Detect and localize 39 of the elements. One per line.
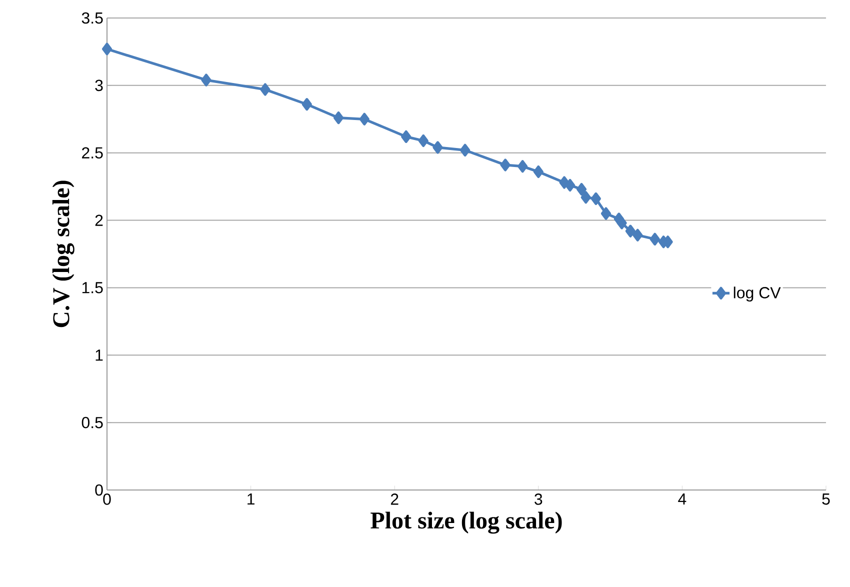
y-tick-label: 2 [95, 214, 103, 226]
point [564, 178, 576, 192]
point [460, 144, 470, 156]
point [632, 228, 643, 242]
point [500, 158, 510, 172]
point [600, 207, 612, 220]
point [625, 224, 636, 238]
x-tick-label: 1 [248, 494, 254, 505]
point [580, 191, 591, 204]
point [518, 160, 528, 173]
x-tick-label: 5 [822, 494, 830, 505]
point [260, 83, 270, 96]
x-tick-label: 0 [103, 494, 111, 505]
y-tick-label: 3 [95, 80, 103, 92]
point [201, 74, 212, 86]
legend-label: log CV [734, 286, 781, 302]
x-tick-label: 4 [678, 494, 686, 505]
point [590, 192, 601, 206]
point [401, 130, 412, 143]
point [616, 216, 627, 230]
point [359, 112, 370, 126]
y-tick-label: 1.5 [82, 282, 103, 294]
y-tick-label: 1 [96, 350, 103, 361]
point [418, 134, 428, 148]
y-tick-label: 0 [95, 484, 103, 496]
x-axis-title: Plot size (log scale) [370, 512, 562, 534]
point [533, 165, 544, 178]
point [432, 141, 443, 154]
point [302, 98, 312, 111]
x-tick-label: 2 [390, 494, 398, 505]
y-tick-label: 3.5 [82, 12, 103, 24]
x-tick-label: 3 [534, 494, 542, 505]
point [102, 42, 112, 56]
point [576, 182, 587, 196]
point [333, 111, 344, 124]
y-tick-label: 0.5 [82, 416, 103, 428]
y-tick-label: 2.5 [82, 147, 103, 159]
y-axis-title: C.V (log scale) [52, 180, 74, 328]
point [650, 232, 660, 246]
